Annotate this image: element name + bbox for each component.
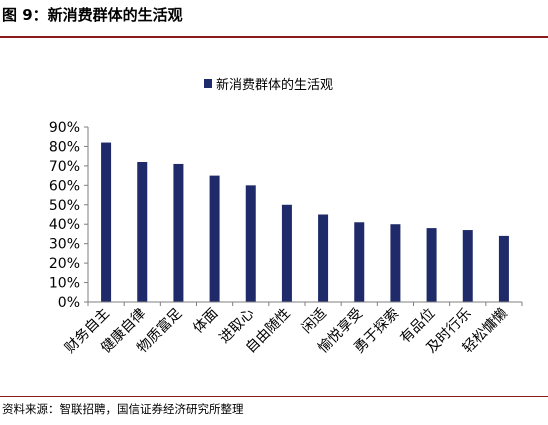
y-tick-label: 30% <box>49 237 80 253</box>
bar-2 <box>137 162 148 302</box>
source-note: 资料来源：智联招聘，国信证券经济研究所整理 <box>2 402 244 416</box>
bar-7 <box>318 214 329 302</box>
source-rule <box>0 396 548 397</box>
bar-10 <box>426 228 437 302</box>
y-tick-label: 90% <box>49 120 80 136</box>
y-tick-label: 80% <box>49 139 80 155</box>
y-tick-label: 20% <box>49 256 80 272</box>
bar-9 <box>390 224 401 302</box>
bar-12 <box>498 235 509 302</box>
x-tick-label: 闲适 <box>299 306 330 337</box>
bar-4 <box>209 175 220 302</box>
bar-8 <box>354 222 365 302</box>
bar-chart: 新消费群体的生活观 0%10%20%30%40%50%60%70%80%90% … <box>49 77 523 356</box>
bars <box>101 142 509 302</box>
y-axis: 0% 10% 20% 30% 40% 50% 60% 70% 80% 90% <box>49 120 89 311</box>
bar-5 <box>245 185 256 302</box>
bar-6 <box>281 204 292 302</box>
legend: 新消费群体的生活观 <box>204 77 333 93</box>
legend-label: 新消费群体的生活观 <box>216 77 333 93</box>
y-tick-label: 70% <box>49 159 80 175</box>
legend-swatch <box>204 79 212 88</box>
y-tick-label: 10% <box>49 276 80 292</box>
title-rule <box>0 36 548 38</box>
y-tick-label: 60% <box>49 178 80 194</box>
bar-3 <box>173 163 184 302</box>
bar-11 <box>462 230 473 302</box>
figure-title: 图 9：新消费群体的生活观 <box>2 6 183 24</box>
bar-1 <box>101 142 112 302</box>
y-tick-label: 50% <box>49 198 80 214</box>
y-tick-label: 40% <box>49 217 80 233</box>
x-tick-label: 体面 <box>190 306 221 337</box>
y-tick-label: 0% <box>58 295 80 311</box>
